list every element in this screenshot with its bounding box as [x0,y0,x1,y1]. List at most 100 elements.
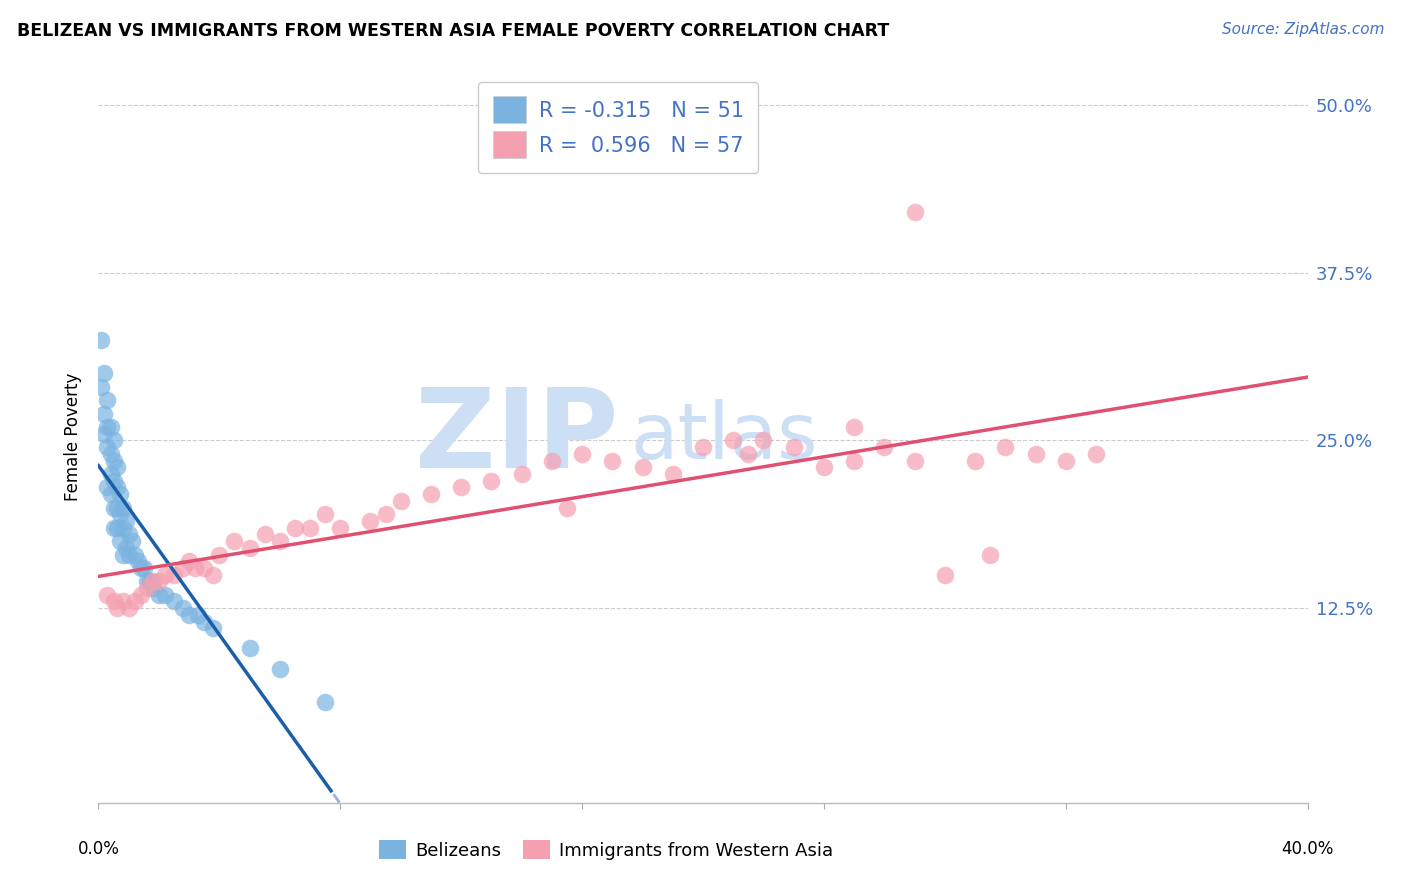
Point [420,487,443,501]
Point [179,607,201,622]
Point [139,574,162,589]
Point [108,487,131,501]
Point [153,588,176,602]
Point [103,434,125,448]
Point [111,548,134,562]
Point [96,480,118,494]
Point [752,434,775,448]
Point [737,447,759,461]
Point [163,567,186,582]
Point [111,500,134,515]
Point [129,561,152,575]
Point [93,367,115,381]
Point [124,594,146,608]
Point [193,615,215,629]
Point [813,460,835,475]
Point [555,500,578,515]
Point [163,594,186,608]
Point [723,434,745,448]
Text: ZIP: ZIP [415,384,619,491]
Point [510,467,533,481]
Y-axis label: Female Poverty: Female Poverty [65,373,83,501]
Point [389,493,412,508]
Point [96,393,118,408]
Point [105,460,128,475]
Point [105,521,128,535]
Point [904,453,927,467]
Point [631,460,654,475]
Point [127,554,149,568]
Point [142,581,165,595]
Point [96,440,118,454]
Point [450,480,472,494]
Point [118,601,141,615]
Point [269,662,291,676]
Point [111,521,134,535]
Point [100,447,122,461]
Point [208,548,231,562]
Point [314,695,336,709]
Point [129,588,152,602]
Point [202,567,225,582]
Text: BELIZEAN VS IMMIGRANTS FROM WESTERN ASIA FEMALE POVERTY CORRELATION CHART: BELIZEAN VS IMMIGRANTS FROM WESTERN ASIA… [17,22,889,40]
Point [844,420,866,434]
Point [314,508,336,522]
Point [1054,453,1077,467]
Point [193,561,215,575]
Point [1085,447,1108,461]
Point [481,474,503,488]
Point [135,574,157,589]
Point [103,521,125,535]
Point [114,514,136,528]
Point [142,574,165,589]
Point [602,453,624,467]
Point [540,453,562,467]
Point [105,480,128,494]
Point [103,474,125,488]
Point [269,534,291,549]
Point [103,453,125,467]
Point [108,534,131,549]
Point [179,554,201,568]
Point [132,561,155,575]
Point [93,426,115,441]
Point [148,574,170,589]
Point [121,534,143,549]
Point [329,521,352,535]
Point [105,500,128,515]
Point [374,508,396,522]
Point [965,453,987,467]
Point [1024,447,1046,461]
Point [100,420,122,434]
Point [100,487,122,501]
Point [284,521,307,535]
Point [904,205,927,219]
Point [662,467,685,481]
Point [124,548,146,562]
Point [135,581,157,595]
Point [202,621,225,635]
Point [571,447,593,461]
Point [118,548,141,562]
Point [783,440,806,454]
Point [105,601,128,615]
Point [873,440,896,454]
Point [934,567,956,582]
Point [239,641,262,656]
Point [114,541,136,555]
Point [979,548,1001,562]
Point [103,500,125,515]
Point [108,508,131,522]
Point [184,561,207,575]
Point [253,527,276,541]
Point [118,527,141,541]
Text: 40.0%: 40.0% [1281,840,1334,858]
Point [90,380,112,394]
Point [111,594,134,608]
Point [187,607,209,622]
Point [100,467,122,481]
Legend: Belizeans, Immigrants from Western Asia: Belizeans, Immigrants from Western Asia [373,832,841,867]
Text: Source: ZipAtlas.com: Source: ZipAtlas.com [1222,22,1385,37]
Point [172,601,194,615]
Text: 0.0%: 0.0% [77,840,120,858]
